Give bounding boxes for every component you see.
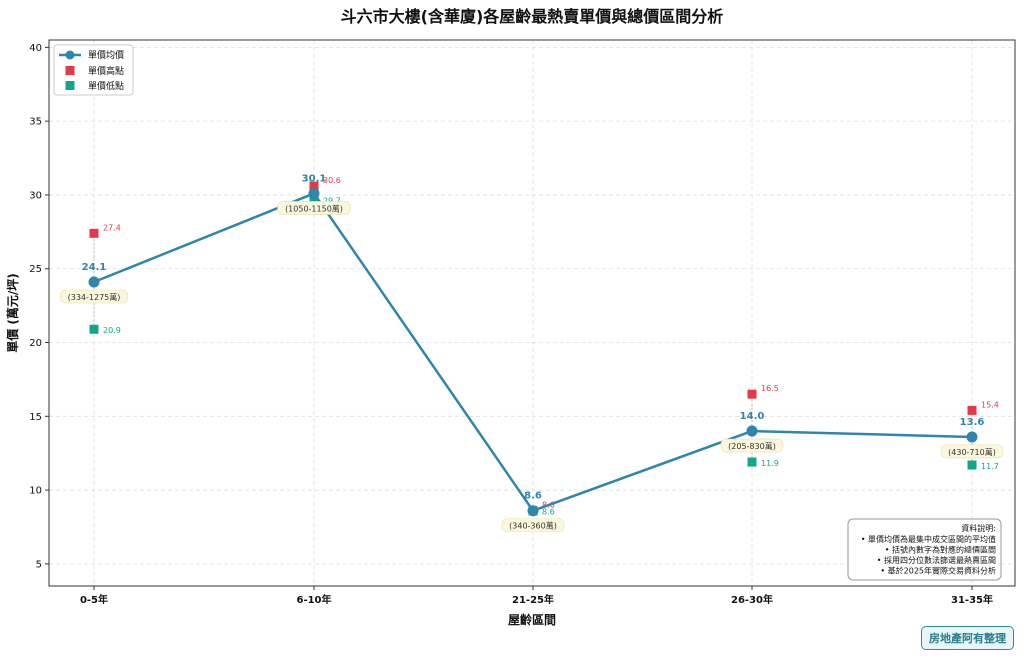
note-frame: [847, 518, 1002, 581]
x-axis: 0-5年 6-10年 21-25年 26-30年 31-35年: [80, 586, 993, 606]
low-point: [967, 460, 977, 470]
data-marks: 27.4 30.6 8.6 16.5 15.4 20.9 29.7 8.6 11.9 11.7 24…: [59, 173, 1004, 533]
x-tick-label: 26-30年: [731, 593, 773, 606]
average-value-label: 13.6: [960, 417, 985, 428]
price-range-label: (340-360萬): [509, 521, 557, 531]
low-value-label: 20.9: [103, 326, 121, 335]
average-value-label: 24.1: [82, 262, 107, 273]
average-point: [966, 431, 978, 443]
legend-low-marker: [65, 81, 75, 90]
low-value-label: 8.6: [542, 508, 555, 517]
note-title: 資料說明:: [961, 523, 996, 533]
average-point: [88, 276, 100, 288]
high-value-label: 27.4: [103, 223, 121, 232]
low-point: [89, 324, 99, 334]
price-range-label: (334-1275萬): [68, 292, 121, 302]
average-point: [308, 187, 320, 199]
average-value-label: 8.6: [524, 491, 542, 502]
legend-average-marker: [65, 50, 75, 60]
note-line: • 採用四分位數法篩選最熱賣區間: [877, 555, 996, 565]
legend-low-label: 單價低點: [88, 80, 124, 92]
x-tick-label: 0-5年: [80, 593, 108, 606]
x-axis-label: 屋齡區間: [508, 612, 556, 627]
legend-average-label: 單價均價: [88, 49, 124, 61]
average-point: [527, 505, 539, 517]
chart-title: 斗六市大樓(含華廈)各屋齡最熱賣單價與總價區間分析: [341, 7, 724, 26]
price-range-label: (430-710萬): [948, 447, 996, 457]
average-value-label: 14.0: [740, 411, 765, 422]
price-range-box: [59, 289, 129, 304]
price-range-box: [501, 518, 565, 533]
high-value-label: 30.6: [323, 176, 341, 185]
high-point: [309, 181, 319, 191]
note-line: • 單價均價為最集中成交區間的平均值: [861, 534, 996, 544]
watermark: 房地產阿有整理: [921, 626, 1014, 650]
y-tick-label: 15: [29, 412, 42, 423]
price-range-box: [277, 201, 351, 215]
x-tick-label: 6-10年: [296, 593, 331, 606]
y-axis: 5 10 15 20 25 30 35 40: [29, 43, 49, 570]
x-tick-label: 21-25年: [512, 593, 554, 606]
y-tick-label: 25: [29, 264, 42, 275]
price-range-label: (1050-1150萬): [285, 203, 343, 213]
high-point: [89, 228, 99, 238]
price-range-label: (205-830萬): [728, 441, 776, 451]
low-value-label: 11.7: [981, 462, 999, 471]
high-point: [747, 389, 757, 399]
legend-high-label: 單價高點: [88, 65, 124, 77]
average-value-label: 30.1: [302, 173, 327, 184]
legend-high-marker: [65, 66, 75, 75]
y-tick-label: 30: [29, 190, 42, 201]
note-line: • 括號內數字為對應的總價區間: [885, 545, 996, 555]
y-tick-label: 5: [36, 559, 42, 570]
low-value-label: 11.9: [761, 459, 779, 468]
y-tick-label: 20: [29, 338, 42, 349]
price-range-box: [940, 444, 1004, 459]
data-note: 資料說明:• 單價均價為最集中成交區間的平均值• 括號內數字為對應的總價區間• …: [847, 518, 1002, 581]
y-axis-label: 單價 (萬元/坪): [5, 273, 20, 353]
x-tick-label: 31-35年: [951, 593, 993, 606]
y-tick-label: 10: [29, 486, 42, 497]
y-tick-label: 35: [29, 117, 42, 128]
price-range-box: [720, 438, 784, 453]
average-point: [746, 425, 758, 437]
plot-frame: [48, 39, 1016, 587]
high-point: [967, 405, 977, 415]
high-value-label: 15.4: [981, 400, 999, 409]
low-point: [309, 194, 319, 204]
y-tick-label: 40: [29, 43, 42, 54]
low-value-label: 29.7: [323, 196, 341, 205]
low-point: [747, 457, 757, 467]
high-value-label: 16.5: [761, 384, 779, 393]
grid: [49, 40, 1015, 586]
note-line: • 基於2025年實際交易資料分析: [880, 566, 996, 576]
